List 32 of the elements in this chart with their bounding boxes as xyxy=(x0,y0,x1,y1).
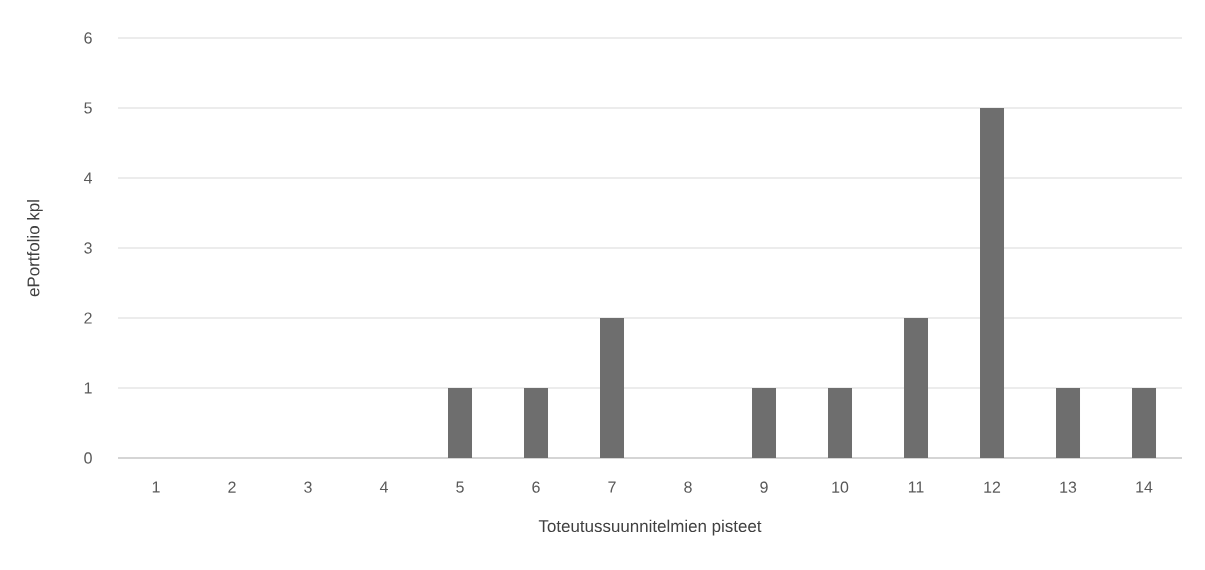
x-tick-label: 6 xyxy=(532,481,540,493)
bar xyxy=(600,318,625,458)
x-tick-label: 5 xyxy=(456,481,464,493)
x-tick-label: 1 xyxy=(152,481,160,493)
bar xyxy=(904,318,929,458)
x-axis-title: Toteutussuunnitelmien pisteet xyxy=(538,519,762,536)
y-tick-label: 3 xyxy=(84,242,92,254)
y-tick-label: 0 xyxy=(84,452,92,464)
x-tick-label: 14 xyxy=(1136,481,1153,493)
y-tick-label: 5 xyxy=(84,102,92,114)
y-tick-label: 1 xyxy=(84,382,92,394)
x-tick-label: 11 xyxy=(908,481,924,493)
bar xyxy=(1056,388,1081,458)
y-tick-label: 6 xyxy=(84,32,92,44)
x-tick-label: 12 xyxy=(984,481,1001,493)
bar xyxy=(524,388,548,458)
x-tick-label: 9 xyxy=(760,481,768,493)
y-axis-title: ePortfolio kpl xyxy=(26,200,43,297)
bar xyxy=(828,388,853,458)
y-tick-label: 2 xyxy=(84,312,92,324)
y-tick-label: 4 xyxy=(83,172,93,184)
x-tick-label: 3 xyxy=(304,481,312,493)
bar xyxy=(448,388,472,458)
bar xyxy=(1132,388,1157,458)
x-tick-label: 10 xyxy=(832,481,849,493)
x-tick-label: 4 xyxy=(379,481,388,493)
bar xyxy=(980,108,1005,458)
x-tick-label: 8 xyxy=(684,481,692,493)
x-tick-label: 2 xyxy=(228,481,236,493)
bar xyxy=(752,388,777,458)
x-tick-label: 7 xyxy=(608,481,616,493)
x-tick-label: 13 xyxy=(1060,481,1077,493)
